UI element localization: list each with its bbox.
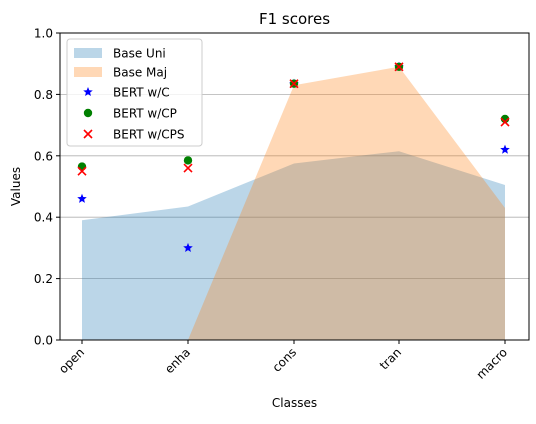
legend-label-base-maj: Base Maj — [113, 66, 167, 80]
point-bert-w-cps-open — [77, 166, 87, 176]
point-bert-w-cps-enha-stroke-b — [183, 163, 193, 173]
marker-layer — [77, 61, 510, 252]
y-axis: 0.0 0.2 0.4 0.6 0.8 1.0 — [34, 27, 60, 348]
point-bert-w-cps-macro-stroke-b — [500, 117, 510, 127]
legend-label-bert-w-cps: BERT w/CPS — [113, 128, 185, 142]
y-tick-label-4: 0.8 — [34, 88, 53, 102]
point-bert-w-cps-cons — [289, 79, 299, 89]
legend-marker-bert-w-cp — [83, 108, 93, 118]
legend-marker-bert-w-c — [83, 87, 93, 97]
y-tick-label-3: 0.6 — [34, 149, 53, 163]
legend-entries: Base Uni Base Maj BERT w/C BERT w/CP BERT w/… — [74, 47, 185, 142]
legend-marker-bert-w-cps — [83, 129, 93, 139]
area-base-uni — [82, 151, 505, 340]
legend-frame — [66, 38, 203, 147]
point-bert-w-c-open — [77, 193, 87, 203]
point-bert-w-c-macro — [500, 144, 510, 154]
x-axis-label: Classes — [272, 396, 317, 410]
point-bert-w-c-enha — [183, 242, 193, 252]
legend-swatch-base-maj — [74, 67, 102, 77]
legend: Base Uni Base Maj BERT w/C BERT w/CP BERT w/… — [66, 38, 203, 147]
point-bert-w-cps-tran-stroke-b — [394, 62, 404, 72]
legend-swatch-base-uni — [74, 48, 102, 58]
legend-label-base-uni: Base Uni — [113, 47, 166, 61]
y-tick-label-0: 0.0 — [34, 334, 53, 348]
y-tick-label-5: 1.0 — [34, 27, 53, 41]
point-bert-w-cps-open-stroke-b — [77, 166, 87, 176]
point-bert-w-cp-enha — [183, 156, 193, 165]
area-layer — [82, 66, 505, 341]
point-bert-w-cp-open — [77, 162, 87, 171]
point-bert-w-cps-enha — [183, 163, 193, 173]
y-axis-label: Values — [9, 167, 23, 206]
legend-label-bert-w-cp: BERT w/CP — [113, 107, 177, 121]
point-bert-w-cps-macro — [500, 117, 510, 127]
point-bert-w-cps-tran — [394, 62, 404, 72]
point-bert-w-cps-cons-stroke-b — [289, 79, 299, 89]
y-tick-label-1: 0.2 — [34, 272, 53, 286]
legend-label-bert-w-c: BERT w/C — [113, 86, 170, 100]
chart-title: F1 scores — [259, 10, 330, 28]
area-base-maj — [82, 66, 505, 341]
legend-marker-bert-w-cps-stroke-b — [83, 129, 93, 139]
y-tick-label-2: 0.4 — [34, 211, 53, 225]
